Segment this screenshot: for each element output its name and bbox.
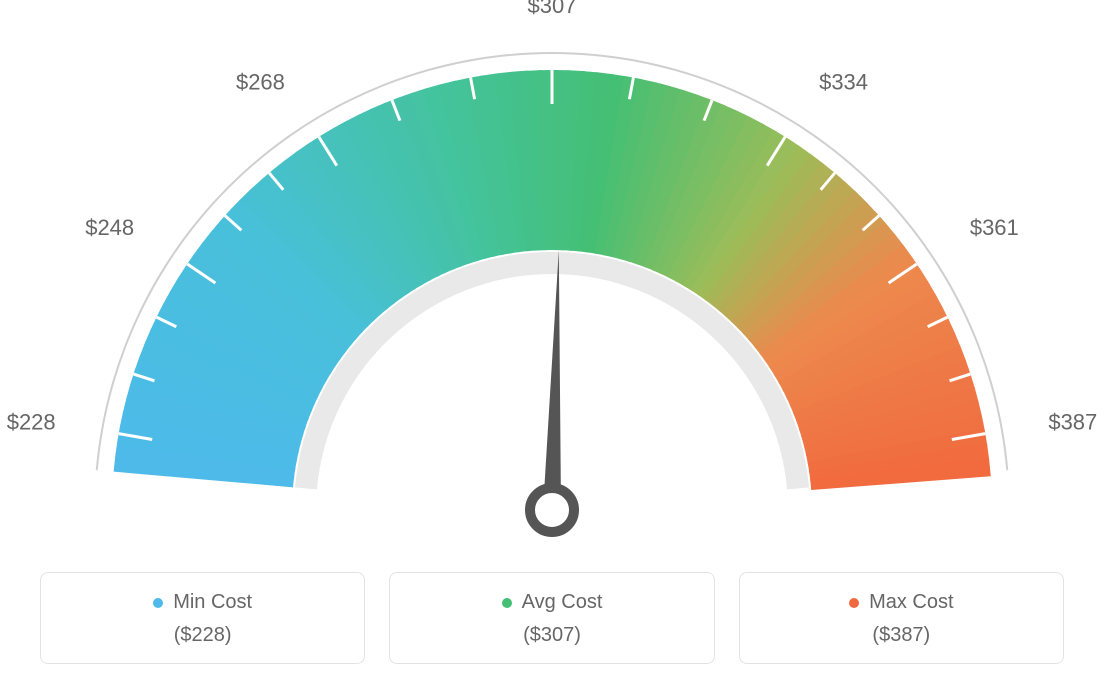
legend-value-max: ($387) <box>750 624 1053 647</box>
legend-card-avg: Avg Cost ($307) <box>389 572 714 664</box>
svg-text:$228: $228 <box>7 409 56 434</box>
legend-title-avg: Avg Cost <box>502 591 603 614</box>
svg-text:$387: $387 <box>1048 409 1097 434</box>
legend-value-min: ($228) <box>51 624 354 647</box>
legend-title-min: Min Cost <box>153 591 252 614</box>
svg-text:$361: $361 <box>970 215 1019 240</box>
legend-dot-avg <box>502 598 512 608</box>
legend-row: Min Cost ($228) Avg Cost ($307) Max Cost… <box>0 572 1104 664</box>
svg-text:$334: $334 <box>819 70 868 95</box>
legend-label-avg: Avg Cost <box>522 591 603 614</box>
legend-title-max: Max Cost <box>849 591 953 614</box>
svg-text:$268: $268 <box>236 70 285 95</box>
legend-label-max: Max Cost <box>869 591 953 614</box>
gauge-chart: $228 $248 $268 $307 $334 $361 $387 <box>0 0 1104 560</box>
legend-label-min: Min Cost <box>173 591 252 614</box>
legend-dot-max <box>849 598 859 608</box>
svg-text:$248: $248 <box>85 215 134 240</box>
svg-text:$307: $307 <box>528 0 577 18</box>
legend-dot-min <box>153 598 163 608</box>
legend-card-min: Min Cost ($228) <box>40 572 365 664</box>
legend-value-avg: ($307) <box>400 624 703 647</box>
legend-card-max: Max Cost ($387) <box>739 572 1064 664</box>
gauge-container: $228 $248 $268 $307 $334 $361 $387 <box>0 0 1104 560</box>
